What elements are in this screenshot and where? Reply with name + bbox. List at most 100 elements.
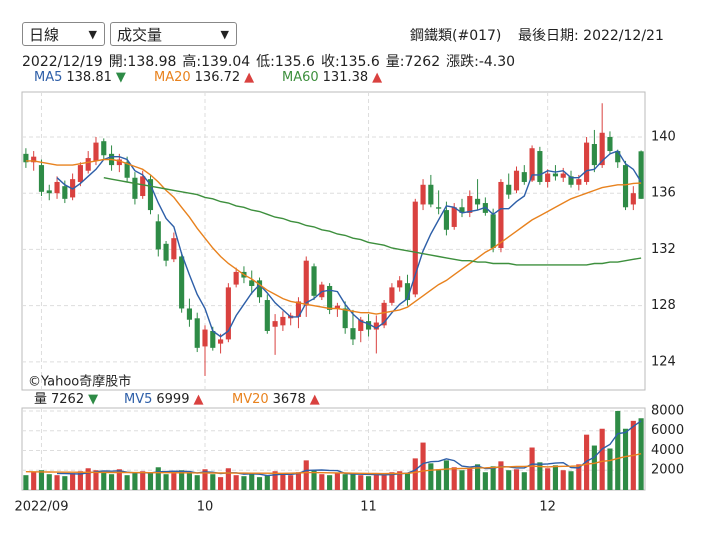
x-tick-label: 2022/09: [14, 500, 68, 515]
volume-bar: [342, 474, 348, 490]
volume-bar: [591, 445, 597, 490]
volume-bar: [23, 475, 29, 490]
indicator: 成交量: [117, 26, 163, 44]
legend-entry: 量 7262 ▼: [34, 392, 98, 407]
volume-bar: [327, 475, 333, 490]
volume-bar: [529, 447, 535, 490]
volume-bar: [319, 474, 325, 490]
candle-body: [513, 170, 520, 191]
candle-body: [202, 329, 208, 347]
legend-value: 131.38: [323, 70, 369, 85]
volume-bar: [436, 469, 442, 490]
candle-body: [311, 266, 317, 296]
volume-bar: [521, 472, 527, 490]
info-label: 量:: [385, 54, 405, 70]
volume-bar: [256, 477, 263, 490]
candle-body: [436, 207, 442, 209]
indicator-select[interactable]: 成交量 ▼: [110, 22, 237, 46]
legend-value: 138.81: [66, 70, 112, 85]
volume-bar: [179, 470, 185, 490]
candle-body: [490, 214, 496, 249]
volume-bar: [420, 442, 426, 490]
candle-body: [334, 305, 340, 309]
volume-bar: [412, 458, 418, 490]
candle-body: [529, 148, 535, 181]
volume-bar: [599, 428, 605, 490]
volume-bar: [241, 476, 247, 490]
volume-bar: [350, 473, 356, 490]
volume-bar: [334, 473, 340, 490]
volume-bar: [622, 428, 629, 490]
volume-bar: [93, 470, 99, 490]
volume-bar: [77, 471, 83, 490]
ma-line: [103, 177, 642, 266]
candle-body: [31, 156, 37, 163]
volume-bar: [249, 474, 255, 490]
legend-entry: MA5 138.81 ▼: [34, 70, 126, 85]
arrow: ▼: [88, 28, 97, 41]
candle-body: [474, 198, 481, 205]
panel-frame: [21, 91, 646, 391]
legend-name: 量: [34, 392, 47, 407]
legend-entry: MA60 131.38 ▲: [282, 70, 382, 85]
volume-bar: [147, 472, 154, 490]
candle-body: [264, 300, 270, 331]
candle-body: [521, 172, 527, 182]
volume-bar: [116, 469, 122, 490]
legend-name: MA60: [282, 70, 319, 85]
candle-body: [420, 184, 426, 205]
candle-body: [85, 158, 91, 171]
candle-body: [194, 318, 200, 348]
y-tick-label: 2000: [651, 463, 684, 478]
candle-body: [404, 283, 411, 301]
legend-trend: ▲: [310, 392, 320, 407]
date: 2022/12/19: [22, 54, 103, 70]
y-tick-label: 6000: [651, 423, 684, 438]
y-tick-label: 140: [651, 129, 676, 144]
period-select[interactable]: 日線 ▼: [22, 22, 105, 46]
volume-bar: [54, 475, 60, 490]
info-label: 收:: [320, 54, 340, 70]
candle-body: [389, 287, 395, 303]
volume-bar: [428, 463, 434, 490]
candle-body: [584, 142, 590, 182]
candle-body: [256, 280, 263, 298]
candle-body: [295, 301, 302, 317]
candle-body: [218, 339, 224, 344]
candle-body: [54, 181, 60, 194]
candle-body: [412, 201, 418, 295]
candle-body: [381, 302, 387, 326]
candle-body: [506, 184, 512, 195]
candle-body: [124, 162, 130, 178]
volume-bar: [451, 467, 457, 490]
info-label: 漲跌:: [446, 54, 479, 70]
info-value: 139.04: [201, 54, 251, 70]
candle-body: [342, 308, 348, 329]
volume-bar: [459, 470, 465, 490]
candle-body: [249, 280, 255, 286]
volume-bar: [218, 477, 224, 490]
legend-trend: ▼: [88, 392, 98, 407]
volume-bar: [467, 468, 473, 490]
candle-body: [23, 153, 29, 163]
candle-body: [93, 142, 99, 161]
arrow: ▼: [220, 28, 229, 41]
volume-bar: [295, 472, 302, 490]
candle-body: [630, 193, 636, 205]
legend-trend: ▲: [193, 392, 203, 407]
candle-body: [132, 177, 138, 199]
candle-body: [537, 151, 543, 182]
candle-body: [622, 165, 629, 208]
volume-bar: [397, 471, 403, 490]
legend-name: MA20: [154, 70, 191, 85]
volume-bar: [537, 462, 543, 490]
x-tick-label: 10: [197, 500, 214, 515]
candle-body: [280, 316, 286, 326]
volume-bar: [288, 475, 294, 490]
candle-body: [373, 322, 379, 330]
info-value: 138.98: [127, 54, 177, 70]
volume-bar: [171, 473, 177, 490]
volume-bar: [210, 474, 216, 490]
volume-bar: [225, 468, 231, 490]
legend-trend: ▼: [116, 70, 126, 85]
